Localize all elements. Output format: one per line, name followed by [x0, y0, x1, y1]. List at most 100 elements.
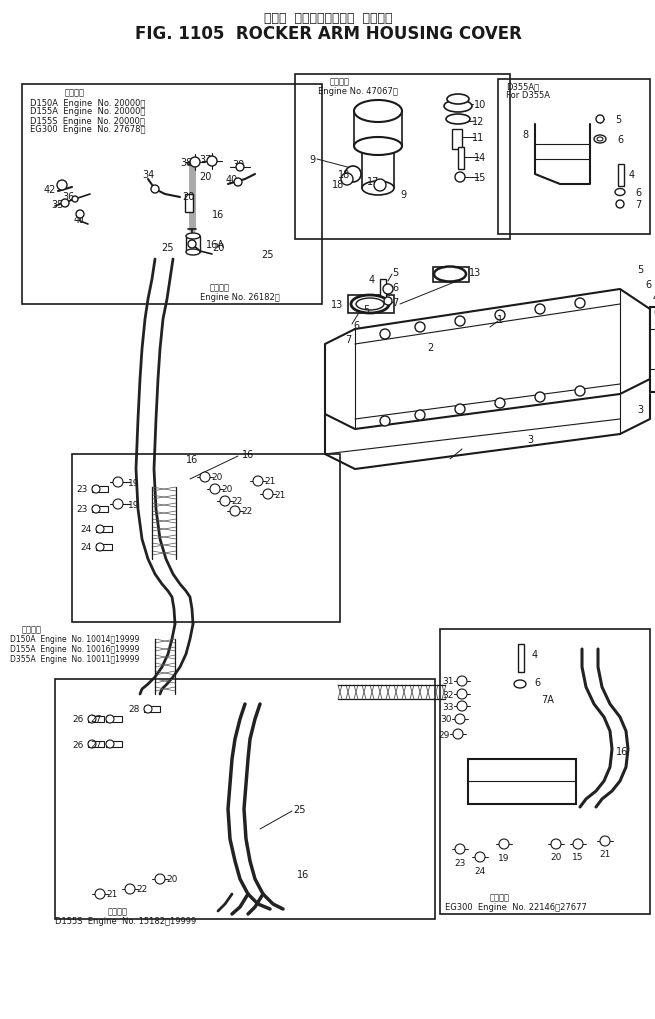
Ellipse shape	[514, 681, 526, 688]
Bar	[650, 308, 655, 392]
Text: 15: 15	[572, 853, 584, 862]
Ellipse shape	[186, 233, 200, 239]
Text: 5: 5	[392, 268, 398, 278]
Text: 35: 35	[52, 200, 64, 210]
Circle shape	[457, 689, 467, 699]
Bar	[96, 544, 112, 550]
Text: 30: 30	[440, 714, 452, 723]
Ellipse shape	[434, 267, 466, 282]
Ellipse shape	[597, 138, 603, 142]
Text: D155S  Engine  No. 20000～: D155S Engine No. 20000～	[30, 116, 145, 125]
Circle shape	[380, 417, 390, 427]
Text: 26: 26	[72, 740, 84, 749]
Circle shape	[535, 392, 545, 403]
Bar	[468, 759, 576, 804]
Text: 22: 22	[231, 497, 242, 506]
Bar	[295, 75, 510, 239]
Circle shape	[455, 173, 465, 182]
Text: 23: 23	[77, 485, 88, 494]
Text: 41: 41	[74, 215, 86, 225]
Circle shape	[457, 677, 467, 687]
Circle shape	[596, 116, 604, 124]
Bar	[362, 147, 394, 189]
Text: 19: 19	[128, 500, 140, 510]
Text: 9: 9	[309, 155, 315, 165]
Text: 7: 7	[392, 298, 398, 308]
Circle shape	[457, 701, 467, 711]
Text: 37: 37	[199, 155, 211, 165]
Circle shape	[383, 284, 393, 294]
Circle shape	[92, 505, 100, 514]
Text: 23: 23	[455, 859, 466, 867]
Circle shape	[230, 506, 240, 517]
Text: 7: 7	[345, 334, 351, 344]
Text: 6: 6	[635, 187, 641, 198]
Circle shape	[220, 496, 230, 506]
Text: 適用号機: 適用号機	[490, 893, 510, 902]
Circle shape	[380, 330, 390, 339]
Bar	[144, 706, 160, 712]
Bar	[186, 236, 200, 253]
Text: D355A  Engine  No. 10011～19999: D355A Engine No. 10011～19999	[10, 655, 140, 663]
Text: 24: 24	[81, 543, 92, 552]
Text: 16A: 16A	[206, 239, 225, 250]
Circle shape	[455, 844, 465, 854]
Text: 4: 4	[629, 170, 635, 179]
Circle shape	[95, 890, 105, 899]
Text: 20: 20	[221, 485, 233, 494]
Bar	[106, 716, 122, 722]
Text: 27: 27	[90, 740, 102, 749]
Text: ロッカ  アームハウジング  カバー、: ロッカ アームハウジング カバー、	[264, 11, 392, 24]
Text: 6: 6	[653, 308, 655, 318]
Ellipse shape	[615, 190, 625, 197]
Bar	[618, 165, 624, 186]
Circle shape	[113, 499, 123, 510]
Text: 6: 6	[353, 321, 359, 331]
Text: 6: 6	[617, 135, 623, 145]
Circle shape	[113, 478, 123, 487]
Circle shape	[76, 211, 84, 219]
Text: D155A  Engine  No. 10016～19999: D155A Engine No. 10016～19999	[10, 645, 140, 654]
Text: 8: 8	[522, 129, 528, 140]
Text: D355A用: D355A用	[506, 83, 539, 92]
Circle shape	[125, 884, 135, 894]
Text: 13: 13	[331, 300, 343, 310]
Circle shape	[455, 317, 465, 327]
Circle shape	[475, 852, 485, 862]
Text: 39: 39	[232, 160, 244, 170]
Circle shape	[72, 197, 78, 203]
Ellipse shape	[446, 115, 470, 125]
Text: 21: 21	[265, 477, 276, 486]
Text: 適用号機: 適用号機	[330, 77, 350, 87]
Bar	[92, 506, 108, 513]
Ellipse shape	[444, 101, 472, 113]
Circle shape	[575, 386, 585, 396]
Circle shape	[210, 484, 220, 494]
Bar	[452, 129, 462, 150]
Circle shape	[96, 543, 104, 551]
Text: 25: 25	[293, 804, 307, 814]
Bar	[354, 112, 402, 147]
Circle shape	[236, 164, 244, 172]
Circle shape	[61, 200, 69, 208]
Circle shape	[600, 837, 610, 846]
Text: 5: 5	[615, 115, 621, 125]
Text: D150A  Engine  No. 10014～19999: D150A Engine No. 10014～19999	[10, 635, 140, 644]
Circle shape	[341, 174, 353, 185]
Text: 24: 24	[81, 525, 92, 534]
Circle shape	[616, 201, 624, 209]
Text: 34: 34	[142, 170, 154, 179]
Text: 12: 12	[472, 117, 484, 127]
Text: 25: 25	[162, 243, 174, 253]
Circle shape	[155, 874, 165, 884]
Text: 9: 9	[400, 190, 406, 200]
Text: 適用号機: 適用号機	[210, 283, 230, 292]
Circle shape	[188, 240, 196, 249]
Circle shape	[415, 323, 425, 332]
Ellipse shape	[351, 296, 389, 314]
Bar	[518, 644, 524, 673]
Text: 33: 33	[442, 702, 454, 711]
Text: 21: 21	[599, 850, 610, 859]
Circle shape	[573, 840, 583, 849]
Text: 29: 29	[438, 730, 450, 739]
